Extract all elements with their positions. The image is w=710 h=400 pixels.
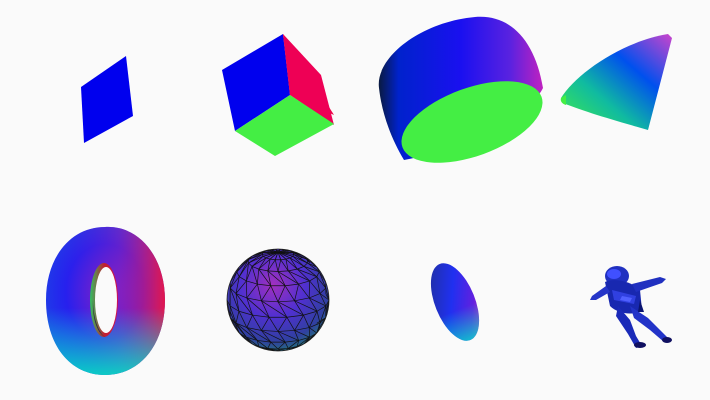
- cylinder-mesh: [378, 16, 543, 163]
- astronaut-model: [590, 266, 672, 348]
- box-mesh: [222, 34, 334, 156]
- cone-mesh: [560, 34, 672, 130]
- plane-mesh: [81, 56, 133, 143]
- sphere-mesh: [226, 248, 330, 352]
- ellipsoid-mesh: [430, 263, 480, 341]
- torus-mesh: [46, 226, 165, 375]
